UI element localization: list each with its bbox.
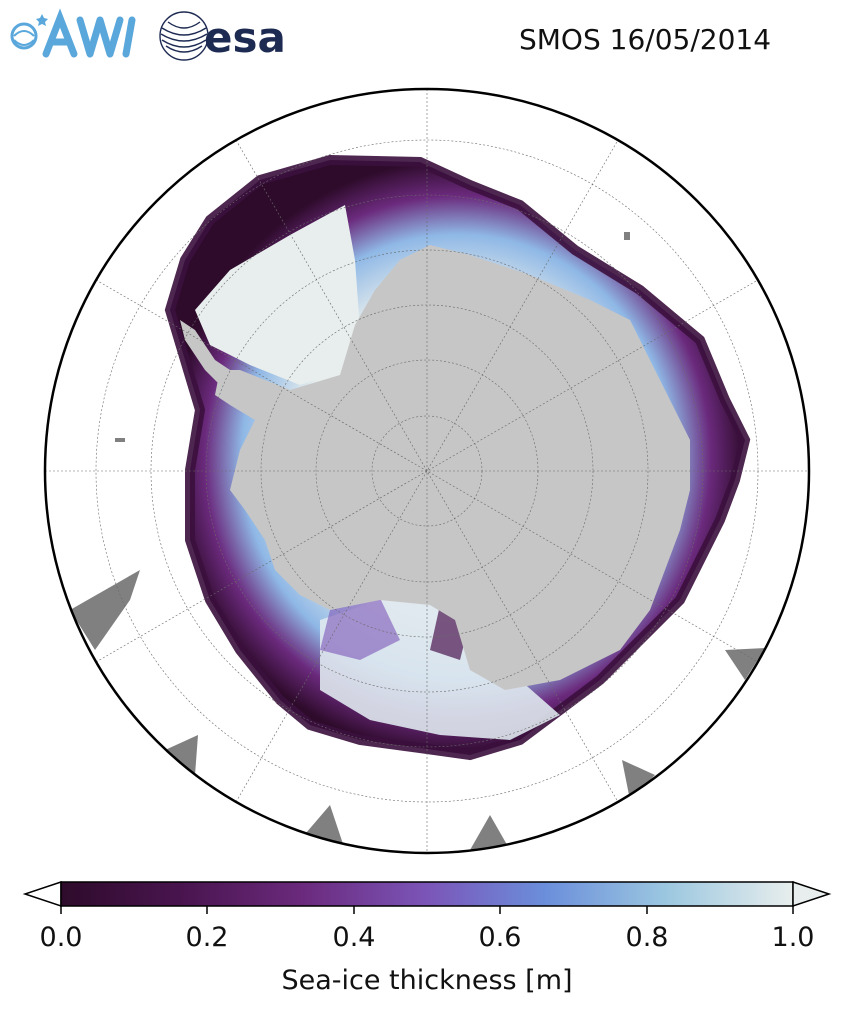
colorbar-tick-5: 1.0 <box>771 922 815 953</box>
colorbar-bar <box>22 880 832 914</box>
antarctic-peninsula <box>180 320 245 395</box>
masked-region <box>70 570 140 650</box>
globe-boundary <box>43 87 811 855</box>
polar-map <box>43 87 811 855</box>
colorbar-extend-low <box>22 880 62 908</box>
graticule <box>45 89 809 853</box>
masked-region <box>725 648 765 680</box>
colorbar-tick-4: 0.8 <box>625 922 669 953</box>
masked-region <box>165 735 198 775</box>
colorbar-label: Sea-ice thickness [m] <box>281 965 573 996</box>
colorbar-tick-1: 0.2 <box>185 922 229 953</box>
esa-logo: esa <box>159 11 286 62</box>
colorbar-gradient <box>60 881 794 907</box>
colorbar-tick-0: 0.0 <box>39 922 83 953</box>
antarctica-land <box>215 245 690 690</box>
header: esa SMOS 16/05/2014 <box>0 0 854 70</box>
map-title: SMOS 16/05/2014 <box>519 23 772 56</box>
weddell-sea-ice <box>195 205 360 385</box>
sea-ice-edge <box>164 154 751 761</box>
colorbar-extend-high <box>792 880 832 908</box>
awi-logo <box>10 8 136 58</box>
colorbar-tick-3: 0.6 <box>478 922 522 953</box>
masked-region <box>622 760 655 800</box>
masked-region <box>470 815 510 850</box>
svg-text:esa: esa <box>204 13 286 62</box>
colorbar: 0.0 0.2 0.4 0.6 0.8 1.0 Sea-ice thicknes… <box>0 870 854 1026</box>
colorbar-tick-2: 0.4 <box>332 922 376 953</box>
